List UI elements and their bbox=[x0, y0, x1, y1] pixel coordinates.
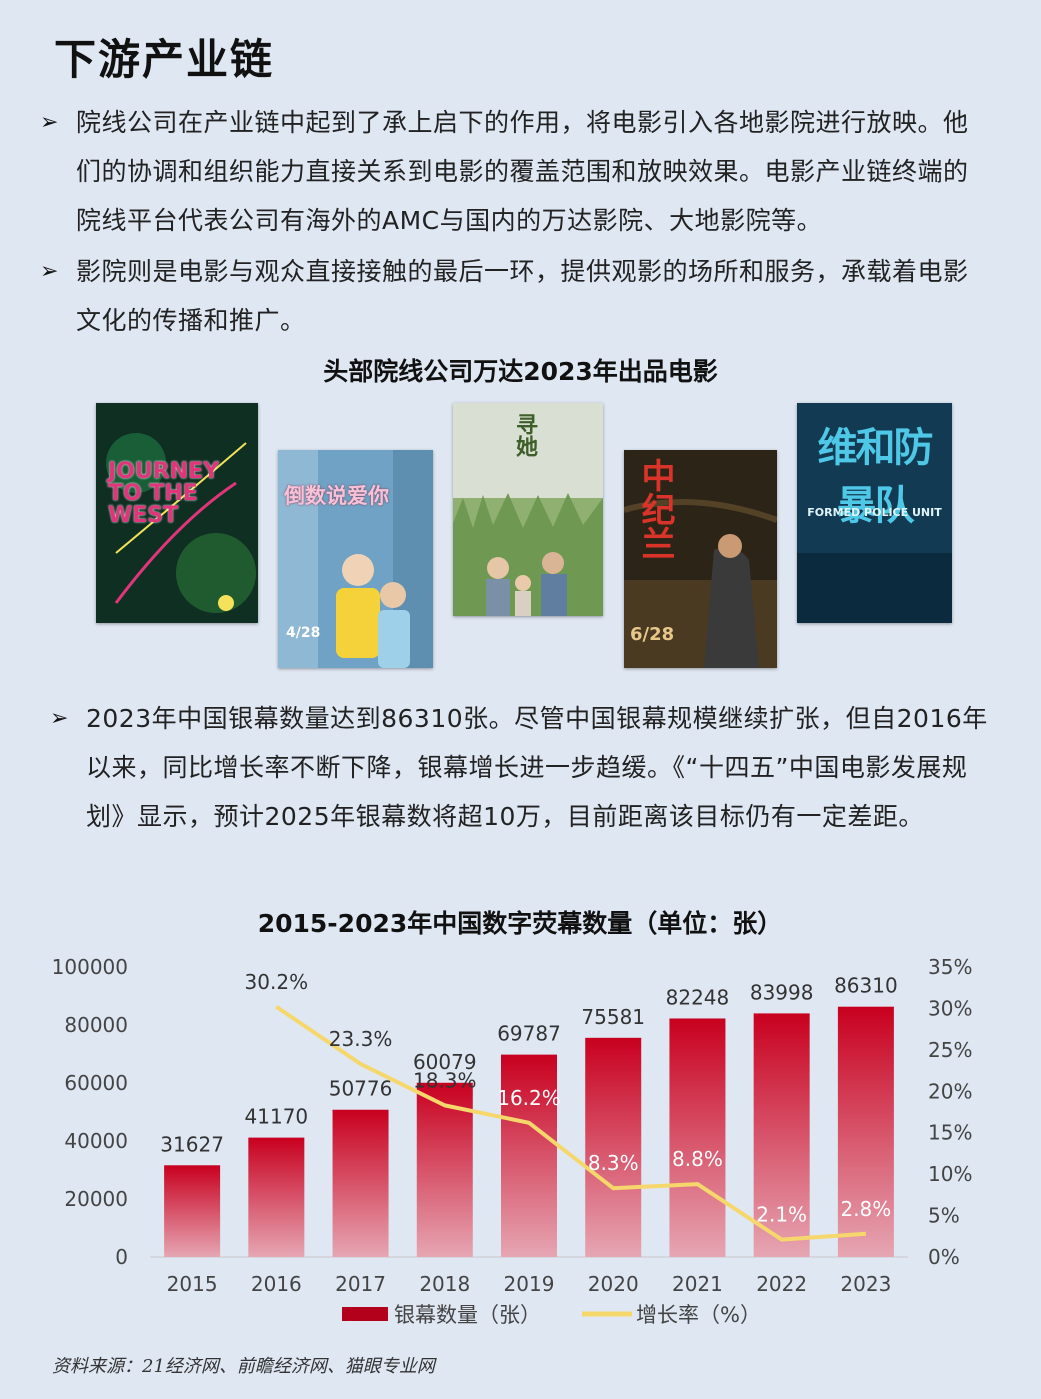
poster-art bbox=[624, 450, 777, 668]
bullet-text: 2023年中国银幕数量达到86310张。尽管中国银幕规模继续扩张，但自2016年… bbox=[86, 704, 988, 831]
growth-rate-line bbox=[275, 1005, 867, 1242]
poster-art bbox=[453, 403, 603, 616]
x-tick-label: 2015 bbox=[167, 1272, 218, 1296]
y-left-tick-label: 40000 bbox=[64, 1129, 128, 1153]
poster-art bbox=[278, 450, 433, 668]
poster-art bbox=[797, 403, 952, 623]
x-tick-label: 2019 bbox=[504, 1272, 555, 1296]
bar-data-label: 86310 bbox=[834, 974, 898, 998]
posters-section-title: 头部院线公司万达2023年出品电影 bbox=[323, 357, 718, 386]
screen-bullet: ➢ 2023年中国银幕数量达到86310张。尽管中国银幕规模继续扩张，但自201… bbox=[50, 694, 990, 843]
line-data-label: 16.2% bbox=[497, 1086, 561, 1110]
y-right-tick-label: 35% bbox=[928, 955, 972, 979]
line-data-label: 8.8% bbox=[672, 1147, 723, 1171]
line-data-label: 8.3% bbox=[588, 1151, 639, 1175]
y-right-tick-label: 20% bbox=[928, 1079, 972, 1103]
bar-data-label: 31627 bbox=[160, 1132, 224, 1156]
x-tick-label: 2023 bbox=[840, 1272, 891, 1296]
y-left-tick-label: 100000 bbox=[52, 955, 128, 979]
y-right-tick-label: 30% bbox=[928, 996, 972, 1020]
poster-title: JOURNEY TO THE WEST bbox=[108, 459, 220, 528]
arrow-bullet-icon: ➢ bbox=[40, 110, 59, 135]
bar bbox=[753, 1013, 810, 1257]
x-tick-label: 2016 bbox=[251, 1272, 302, 1296]
poster-zhong-ji-lan: 中纪兰 6/28 bbox=[624, 450, 777, 668]
poster-subtitle: FORMED POLICE UNIT bbox=[807, 506, 942, 519]
bar bbox=[585, 1037, 642, 1257]
bar-data-label: 83998 bbox=[750, 980, 814, 1004]
poster-art bbox=[96, 403, 258, 623]
bar-data-label: 60079 bbox=[413, 1050, 477, 1074]
x-tick-label: 2022 bbox=[756, 1272, 807, 1296]
x-tick-label: 2017 bbox=[335, 1272, 386, 1296]
bar bbox=[416, 1082, 473, 1257]
intro-bullets: ➢ 院线公司在产业链中起到了承上启下的作用，将电影引入各地影院进行放映。他们的协… bbox=[40, 98, 980, 347]
poster-countdown-love: 倒数说爱你 4/28 bbox=[278, 450, 433, 668]
poster-date: 4/28 bbox=[286, 625, 321, 641]
line-data-label: 18.3% bbox=[413, 1068, 477, 1092]
bar-data-label: 69787 bbox=[497, 1022, 561, 1046]
y-right-tick-label: 25% bbox=[928, 1038, 972, 1062]
poster-title: 寻她 bbox=[512, 413, 537, 457]
arrow-bullet-icon: ➢ bbox=[50, 706, 69, 731]
source-note: 资料来源：21经济网、前瞻经济网、猫眼专业网 bbox=[52, 1356, 435, 1377]
bar-data-label: 75581 bbox=[581, 1005, 645, 1029]
bar-data-label: 50776 bbox=[329, 1077, 393, 1101]
bar bbox=[332, 1109, 389, 1257]
bullet-item: ➢ 院线公司在产业链中起到了承上启下的作用，将电影引入各地影院进行放映。他们的协… bbox=[40, 98, 980, 245]
poster-title: 中纪兰 bbox=[635, 458, 675, 560]
line-data-label: 2.1% bbox=[756, 1203, 807, 1227]
screens-chart: 2015-2023年中国数字荧幕数量（单位：张） 0 20000 40000 60000… bbox=[52, 909, 973, 1327]
y-right-tick-label: 10% bbox=[928, 1162, 972, 1186]
poster-xun-ta: 寻她 bbox=[453, 403, 603, 616]
bar bbox=[501, 1054, 557, 1257]
bar bbox=[669, 1018, 726, 1257]
y-right-tick-label: 0% bbox=[928, 1245, 960, 1269]
bullet-item: ➢ 影院则是电影与观众直接接触的最后一环，提供观影的场所和服务，承载着电影文化的… bbox=[40, 247, 980, 345]
bullet-item: ➢ 2023年中国银幕数量达到86310张。尽管中国银幕规模继续扩张，但自201… bbox=[50, 694, 990, 841]
y-left-tick-label: 60000 bbox=[64, 1071, 128, 1095]
poster-date: 6/28 bbox=[630, 624, 675, 645]
legend-label: 增长率（%） bbox=[636, 1303, 761, 1327]
chart-title: 2015-2023年中国数字荧幕数量（单位：张） bbox=[258, 909, 783, 938]
x-tick-label: 2021 bbox=[672, 1272, 723, 1296]
y-left-tick-label: 20000 bbox=[64, 1187, 128, 1211]
line-data-label: 23.3% bbox=[329, 1027, 393, 1051]
page-title: 下游产业链 bbox=[54, 35, 275, 84]
line-data-label: 30.2% bbox=[245, 970, 309, 994]
y-left-tick-label: 80000 bbox=[64, 1013, 128, 1037]
legend-bar-swatch bbox=[342, 1307, 388, 1321]
y-left-tick-label: 0 bbox=[115, 1245, 128, 1269]
bar-data-label: 41170 bbox=[245, 1105, 309, 1129]
bar bbox=[248, 1137, 305, 1257]
y-right-tick-label: 15% bbox=[928, 1121, 972, 1145]
poster-title: 倒数说爱你 bbox=[284, 484, 389, 508]
x-tick-label: 2018 bbox=[419, 1272, 470, 1296]
legend-label: 银幕数量（张） bbox=[394, 1303, 541, 1327]
y-right-tick-label: 5% bbox=[928, 1204, 960, 1228]
bullet-text: 院线公司在产业链中起到了承上启下的作用，将电影引入各地影院进行放映。他们的协调和… bbox=[76, 108, 969, 235]
bar bbox=[837, 1006, 894, 1257]
poster-journey-to-the-west: JOURNEY TO THE WEST bbox=[96, 403, 258, 623]
arrow-bullet-icon: ➢ bbox=[40, 259, 59, 284]
line-data-label: 2.8% bbox=[840, 1197, 891, 1221]
x-tick-label: 2020 bbox=[588, 1272, 639, 1296]
bullet-text: 影院则是电影与观众直接接触的最后一环，提供观影的场所和服务，承载着电影文化的传播… bbox=[76, 257, 969, 335]
poster-formed-police-unit: 维和防暴队 FORMED POLICE UNIT bbox=[797, 403, 952, 623]
bar bbox=[164, 1165, 221, 1257]
bar-data-label: 82248 bbox=[666, 985, 730, 1009]
poster-title: 维和防暴队 bbox=[817, 425, 934, 529]
